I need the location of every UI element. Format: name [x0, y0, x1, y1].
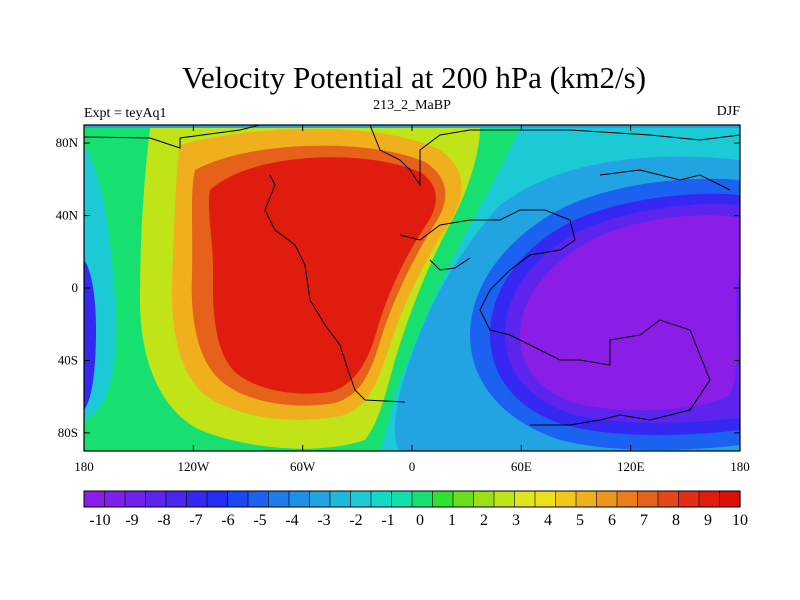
colorbar-swatch — [637, 490, 659, 508]
x-tick-label: 60W — [290, 459, 316, 474]
x-tick-label: 120W — [177, 459, 210, 474]
y-tick-label: 40N — [56, 208, 79, 223]
experiment-label: Expt = teyAq1 — [84, 106, 167, 121]
colorbar-label: 2 — [480, 512, 488, 529]
coastline-siberia — [599, 169, 731, 191]
colorbar-label: 8 — [672, 512, 680, 529]
colorbar-swatch — [411, 490, 434, 508]
y-tick-label: 80N — [56, 135, 79, 150]
colorbar-swatch — [555, 490, 577, 508]
chart-title: Velocity Potential at 200 hPa (km2/s) — [182, 60, 646, 95]
colorbar-label: 9 — [704, 512, 712, 529]
colorbar-swatch — [350, 490, 372, 508]
colorbar-label: -8 — [157, 512, 170, 529]
colorbar-swatch — [124, 490, 147, 508]
colorbar-swatch — [514, 490, 536, 508]
coastline-eastern — [399, 209, 711, 426]
colorbar-label: 7 — [640, 512, 648, 529]
x-axis: 180 120W 60W 0 60E 120E 180 — [74, 125, 750, 474]
colorbar-swatch — [534, 490, 557, 508]
colorbar-swatch — [206, 490, 229, 508]
coastline-mediterranean — [429, 257, 471, 271]
colorbar-swatch — [678, 490, 700, 508]
colorbar-label: -4 — [285, 512, 298, 529]
colorbar-label: -10 — [89, 512, 110, 529]
colorbar-swatch — [698, 490, 721, 508]
colorbar-label: -5 — [253, 512, 266, 529]
colorbar-swatch — [104, 490, 126, 508]
colorbar-label: -7 — [189, 512, 202, 529]
colorbar-label: 10 — [732, 512, 748, 529]
colorbar-swatch — [432, 490, 454, 508]
colorbar-swatch — [616, 490, 639, 508]
colorbar-label: 6 — [608, 512, 616, 529]
colorbar-swatch — [227, 490, 249, 508]
colorbar-label: -9 — [125, 512, 138, 529]
colorbar-swatch — [247, 490, 270, 508]
colorbar-label: -6 — [221, 512, 234, 529]
colorbar-swatch — [309, 490, 331, 508]
x-tick-label: 0 — [409, 459, 416, 474]
colorbar-swatch — [268, 490, 290, 508]
colorbar-label: 4 — [544, 512, 552, 529]
colorbar-label: -3 — [317, 512, 330, 529]
colorbar-swatch — [657, 490, 680, 508]
contour-west-minus — [84, 260, 96, 410]
contour-field — [84, 125, 740, 451]
contour-plus-10 — [208, 157, 436, 394]
colorbar-swatch — [575, 490, 598, 508]
x-tick-label: 60E — [511, 459, 532, 474]
y-axis: 80N 40N 0 40S 80S — [56, 135, 740, 440]
x-tick-label: 180 — [74, 459, 94, 474]
colorbar-label: 0 — [416, 512, 424, 529]
season-label: DJF — [717, 104, 741, 119]
colorbar-swatch — [145, 490, 167, 508]
colorbar-swatch — [473, 490, 495, 508]
contour-minus-10 — [520, 215, 740, 411]
y-tick-label: 0 — [72, 280, 79, 295]
colorbar-label: 5 — [576, 512, 584, 529]
colorbar-swatch — [288, 490, 311, 508]
colorbar-frame — [83, 490, 741, 508]
colorbar-swatch — [186, 490, 208, 508]
case-label: 213_2_MaBP — [373, 98, 451, 113]
colorbar-labels: -10 -9 -8 -7 -6 -5 -4 -3 -2 -1 0 1 2 3 4 5 6 7 8 9 10 — [89, 512, 748, 529]
coastline-north — [84, 125, 740, 187]
x-tick-label: 120E — [617, 459, 645, 474]
colorbar — [83, 490, 741, 508]
colorbar-swatch — [329, 490, 352, 508]
coastline-americas — [264, 174, 406, 403]
colorbar-swatch — [719, 490, 741, 508]
colorbar-swatch — [493, 490, 516, 508]
y-tick-label: 40S — [58, 352, 78, 367]
colorbar-label: 3 — [512, 512, 520, 529]
colorbar-swatch — [165, 490, 188, 508]
colorbar-label: -1 — [381, 512, 394, 529]
colorbar-swatch — [83, 490, 106, 508]
colorbar-swatch — [596, 490, 618, 508]
y-tick-label: 80S — [58, 425, 78, 440]
colorbar-swatch — [452, 490, 475, 508]
colorbar-label: -2 — [349, 512, 362, 529]
colorbar-swatch — [391, 490, 413, 508]
coastlines — [84, 125, 740, 426]
colorbar-label: 1 — [448, 512, 456, 529]
colorbar-swatch — [370, 490, 393, 508]
x-tick-label: 180 — [730, 459, 750, 474]
